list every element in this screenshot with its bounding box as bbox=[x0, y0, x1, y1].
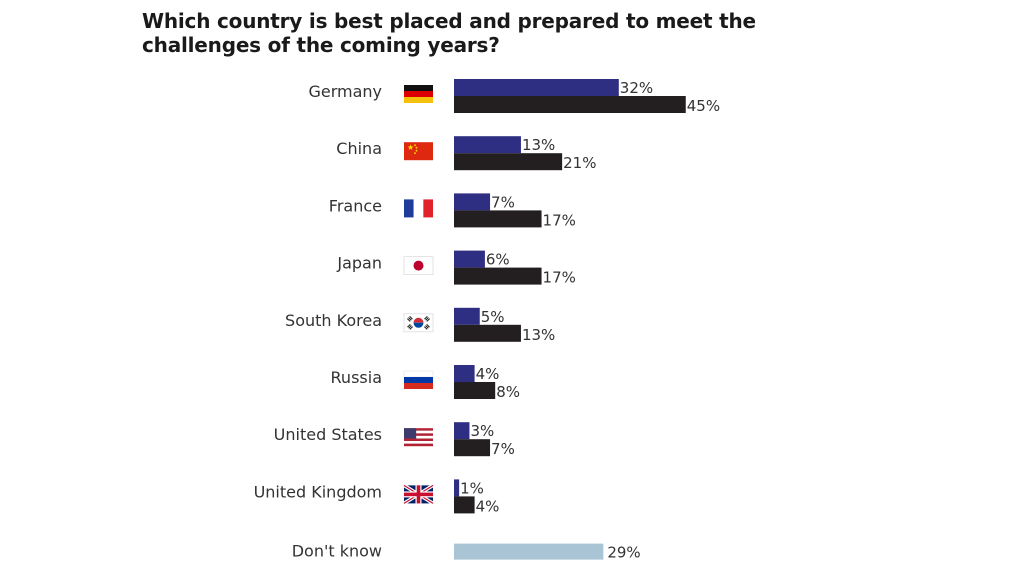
bar-series1-germany bbox=[454, 79, 619, 96]
germany-flag-icon bbox=[404, 85, 433, 103]
chart-row-france: France 7% 17% bbox=[329, 193, 576, 229]
bar-series1-japan bbox=[454, 250, 485, 268]
country-label: Japan bbox=[336, 254, 382, 273]
bar-series2-russia bbox=[454, 382, 496, 399]
country-label: United Kingdom bbox=[254, 482, 382, 501]
value-label: 1% bbox=[460, 479, 484, 497]
dont-know-value-label: 29% bbox=[607, 544, 640, 562]
dont-know-label: Don't know bbox=[292, 542, 382, 561]
value-label: 32% bbox=[620, 79, 653, 97]
bar-series2-south-korea bbox=[454, 324, 521, 342]
bar-series1-china bbox=[454, 136, 521, 154]
russia-flag-icon bbox=[403, 370, 434, 389]
value-label: 8% bbox=[496, 383, 520, 401]
country-label: France bbox=[329, 196, 382, 215]
chart-row-dont-know: Don't know 29% bbox=[292, 542, 641, 562]
bar-series2-united-states bbox=[454, 439, 491, 457]
value-label: 7% bbox=[491, 193, 515, 211]
bar-series1-france bbox=[454, 193, 491, 211]
country-label: United States bbox=[274, 425, 382, 444]
country-label: Russia bbox=[331, 368, 382, 387]
country-label: Germany bbox=[308, 82, 382, 101]
japan-flag-icon bbox=[403, 256, 434, 276]
bar-series2-united-kingdom bbox=[454, 496, 475, 514]
value-label: 5% bbox=[481, 308, 505, 326]
value-label: 45% bbox=[687, 97, 720, 115]
bar-series2-germany bbox=[454, 96, 686, 113]
bar-series1-united-states bbox=[454, 422, 470, 440]
united-states-flag-icon bbox=[404, 428, 433, 447]
bar-series1-south-korea bbox=[454, 307, 480, 325]
value-label: 17% bbox=[543, 211, 576, 229]
chart-rows: Germany 32%45%China ★ 13%21%France 7%17%Japa… bbox=[254, 79, 720, 562]
value-label: 13% bbox=[522, 136, 555, 154]
bar-series2-japan bbox=[454, 267, 542, 285]
bar-dont-know bbox=[454, 543, 604, 560]
value-label: 7% bbox=[491, 440, 515, 458]
bar-series2-france bbox=[454, 210, 542, 228]
bar-series1-united-kingdom bbox=[454, 479, 460, 497]
country-label: China bbox=[336, 139, 382, 158]
value-label: 17% bbox=[543, 269, 576, 287]
country-label: South Korea bbox=[285, 311, 382, 330]
united-kingdom-flag-icon bbox=[403, 483, 434, 505]
chart-row-china: China ★ 13% 21% bbox=[336, 136, 596, 172]
chart-row-south-korea: South Korea 5% 13% bbox=[285, 307, 555, 344]
bar-series1-russia bbox=[454, 365, 475, 382]
chart-row-united-kingdom: United Kingdom 1%4% bbox=[254, 479, 500, 515]
chart-row-germany: Germany 32% 45% bbox=[308, 79, 720, 115]
value-label: 3% bbox=[470, 422, 494, 440]
china-flag-icon: ★ bbox=[404, 142, 433, 161]
value-label: 21% bbox=[563, 154, 596, 172]
svg-text:★: ★ bbox=[407, 143, 414, 152]
value-label: 4% bbox=[476, 497, 500, 515]
value-label: 13% bbox=[522, 326, 555, 344]
south-korea-flag-icon bbox=[403, 313, 434, 333]
france-flag-icon bbox=[404, 199, 433, 218]
bar-series2-china bbox=[454, 153, 563, 171]
chart-title: Which country is best placed and prepare… bbox=[142, 9, 756, 57]
chart-row-japan: Japan 6% 17% bbox=[336, 250, 576, 287]
value-label: 4% bbox=[476, 365, 500, 383]
chart-row-russia: Russia 4%8% bbox=[331, 365, 520, 401]
value-label: 6% bbox=[486, 251, 510, 269]
chart-row-united-states: United States 3%7% bbox=[274, 422, 515, 458]
